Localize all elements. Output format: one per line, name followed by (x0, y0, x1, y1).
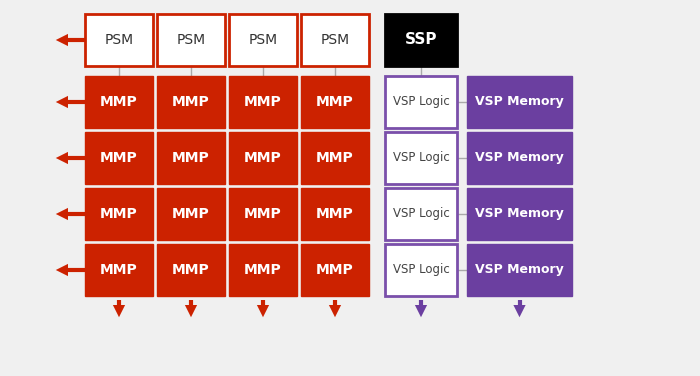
Text: MMP: MMP (100, 263, 138, 277)
Bar (157, 14, 225, 66)
Bar (229, 76, 297, 128)
Bar (301, 76, 369, 128)
Text: VSP Logic: VSP Logic (393, 96, 449, 109)
Text: MMP: MMP (244, 207, 282, 221)
Bar (85, 244, 153, 296)
Bar (229, 188, 297, 240)
Text: SSP: SSP (405, 32, 438, 47)
Bar (385, 188, 457, 240)
Bar (301, 244, 369, 296)
Bar (157, 132, 225, 184)
Text: VSP Memory: VSP Memory (475, 152, 564, 165)
Text: VSP Memory: VSP Memory (475, 96, 564, 109)
Text: PSM: PSM (321, 33, 349, 47)
Text: MMP: MMP (316, 151, 354, 165)
Text: MMP: MMP (172, 207, 210, 221)
Text: MMP: MMP (244, 151, 282, 165)
Bar (157, 244, 225, 296)
Text: MMP: MMP (172, 95, 210, 109)
Text: MMP: MMP (172, 263, 210, 277)
Bar (301, 14, 369, 66)
Text: MMP: MMP (316, 263, 354, 277)
Text: PSM: PSM (248, 33, 278, 47)
Text: MMP: MMP (100, 207, 138, 221)
Text: VSP Logic: VSP Logic (393, 152, 449, 165)
Bar (157, 188, 225, 240)
Text: VSP Logic: VSP Logic (393, 208, 449, 220)
Text: MMP: MMP (244, 95, 282, 109)
Text: PSM: PSM (176, 33, 206, 47)
Text: MMP: MMP (244, 263, 282, 277)
Bar (385, 132, 457, 184)
Bar (85, 188, 153, 240)
Bar (301, 132, 369, 184)
Text: PSM: PSM (104, 33, 134, 47)
Text: MMP: MMP (316, 95, 354, 109)
Bar (229, 132, 297, 184)
Bar (85, 14, 153, 66)
Text: MMP: MMP (316, 207, 354, 221)
Bar (385, 244, 457, 296)
Text: MMP: MMP (172, 151, 210, 165)
Bar (157, 76, 225, 128)
Bar (467, 76, 572, 128)
Bar (301, 188, 369, 240)
Bar (229, 14, 297, 66)
Text: VSP Memory: VSP Memory (475, 208, 564, 220)
Bar (385, 76, 457, 128)
Bar (467, 132, 572, 184)
Text: VSP Memory: VSP Memory (475, 264, 564, 276)
Bar (85, 132, 153, 184)
Text: MMP: MMP (100, 95, 138, 109)
Bar (385, 14, 457, 66)
Bar (85, 76, 153, 128)
Text: VSP Logic: VSP Logic (393, 264, 449, 276)
Bar (467, 244, 572, 296)
Bar (467, 188, 572, 240)
Text: MMP: MMP (100, 151, 138, 165)
Bar (229, 244, 297, 296)
